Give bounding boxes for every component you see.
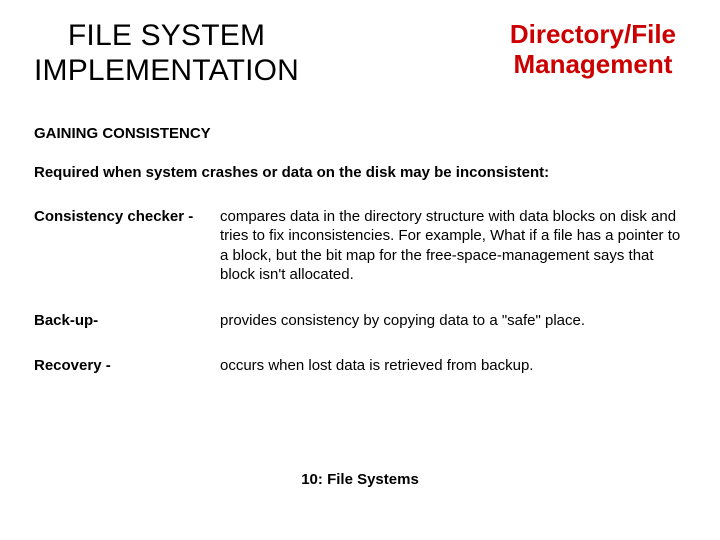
slide: FILE SYSTEM IMPLEMENTATION Directory/Fil… [0, 0, 720, 540]
term: Consistency checker - [34, 207, 220, 285]
topic-title: Directory/File Management [510, 18, 686, 80]
header: FILE SYSTEM IMPLEMENTATION Directory/Fil… [34, 18, 686, 89]
topic-title-line1: Directory/File [510, 19, 676, 49]
list-item: Recovery - occurs when lost data is retr… [34, 356, 686, 376]
description: compares data in the directory structure… [220, 207, 686, 285]
main-title-line2: IMPLEMENTATION [34, 54, 299, 87]
definition-list: Consistency checker - compares data in t… [34, 207, 686, 376]
topic-title-line2: Management [513, 49, 672, 79]
list-item: Back-up- provides consistency by copying… [34, 311, 686, 331]
section-heading: GAINING CONSISTENCY [34, 125, 686, 142]
description: occurs when lost data is retrieved from … [220, 356, 686, 376]
term: Recovery - [34, 356, 220, 376]
main-title-line1: FILE SYSTEM [68, 19, 265, 52]
description: provides consistency by copying data to … [220, 311, 686, 331]
intro-text: Required when system crashes or data on … [34, 164, 686, 181]
footer: 10: File Systems [0, 471, 720, 488]
main-title: FILE SYSTEM IMPLEMENTATION [34, 18, 299, 89]
term: Back-up- [34, 311, 220, 331]
list-item: Consistency checker - compares data in t… [34, 207, 686, 285]
